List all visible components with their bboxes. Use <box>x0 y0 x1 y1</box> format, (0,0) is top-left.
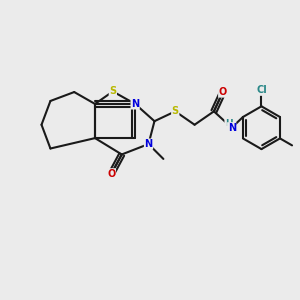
Text: S: S <box>172 106 179 116</box>
Text: S: S <box>109 86 116 96</box>
Text: N: N <box>228 123 236 133</box>
Text: Cl: Cl <box>256 85 267 95</box>
Text: H: H <box>225 119 232 128</box>
Text: O: O <box>107 169 116 179</box>
Text: N: N <box>131 99 139 109</box>
Text: O: O <box>219 87 227 97</box>
Text: N: N <box>145 139 153 149</box>
